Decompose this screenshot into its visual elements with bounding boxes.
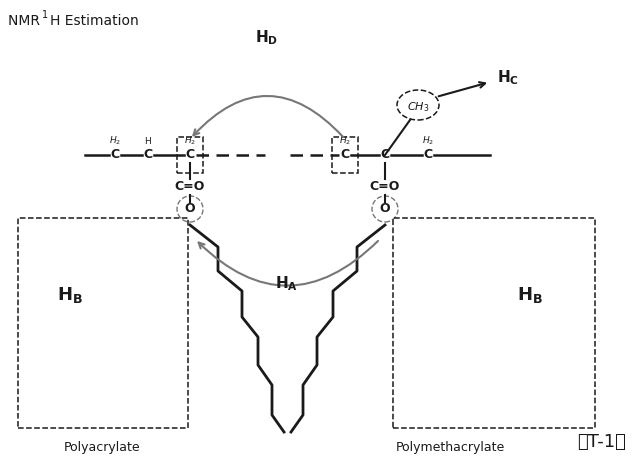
- Text: $\mathbf{H_C}$: $\mathbf{H_C}$: [497, 69, 519, 88]
- Text: $\mathbf{H_A}$: $\mathbf{H_A}$: [275, 275, 299, 294]
- Text: $H_2$: $H_2$: [109, 135, 121, 147]
- Text: Polymethacrylate: Polymethacrylate: [395, 442, 505, 455]
- Bar: [393, 218, 595, 428]
- Text: C: C: [186, 149, 195, 162]
- Text: $\mathbf{H_B}$: $\mathbf{H_B}$: [517, 285, 543, 305]
- Text: $\mathbf{H_D}$: $\mathbf{H_D}$: [256, 29, 279, 47]
- Text: NMR: NMR: [8, 14, 44, 28]
- Text: H: H: [144, 137, 152, 145]
- Text: $\mathbf{H_B}$: $\mathbf{H_B}$: [57, 285, 83, 305]
- Text: C: C: [110, 149, 119, 162]
- Text: C: C: [424, 149, 433, 162]
- Text: $H_2$: $H_2$: [339, 135, 351, 147]
- Text: C=O: C=O: [175, 181, 205, 194]
- Text: Polyacrylate: Polyacrylate: [64, 442, 141, 455]
- Text: H Estimation: H Estimation: [50, 14, 139, 28]
- Text: $H_2$: $H_2$: [422, 135, 434, 147]
- Text: C: C: [340, 149, 349, 162]
- Text: （T-1）: （T-1）: [578, 433, 627, 451]
- Bar: [18, 218, 188, 428]
- Text: C=O: C=O: [370, 181, 400, 194]
- Text: C: C: [143, 149, 153, 162]
- Text: $CH_3$: $CH_3$: [407, 100, 429, 114]
- Text: $H_2$: $H_2$: [184, 135, 196, 147]
- Text: 1: 1: [42, 10, 48, 20]
- Text: C: C: [381, 149, 390, 162]
- Text: O: O: [379, 202, 390, 215]
- Text: O: O: [185, 202, 195, 215]
